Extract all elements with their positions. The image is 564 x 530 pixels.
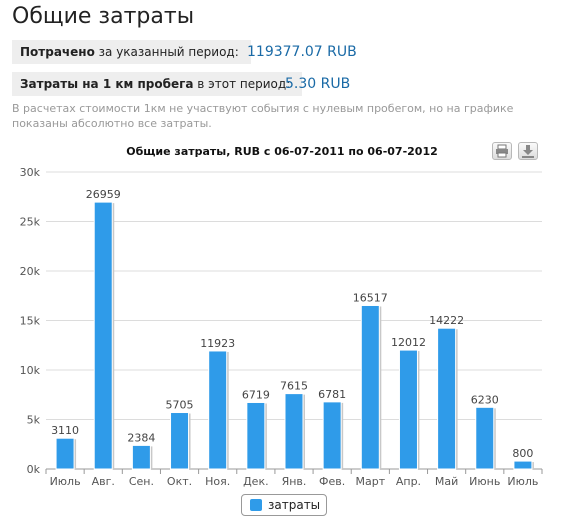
spent-value: 119377.07 RUB bbox=[247, 44, 357, 60]
page-title: Общие затраты bbox=[12, 4, 195, 29]
x-tick-label: Янв. bbox=[282, 475, 307, 488]
bar-chart: 0k 5k 10k 15k 20k 25k 30k 3110 Июль 26959 Авг. 2384… bbox=[20, 166, 543, 488]
data-label: 7615 bbox=[280, 380, 308, 393]
y-tick-label: 15k bbox=[20, 315, 41, 328]
y-tick-label: 30k bbox=[20, 166, 41, 179]
y-tick-label: 20k bbox=[20, 265, 41, 278]
chart-title: Общие затраты, RUB с 06-07-2011 по 06-07… bbox=[126, 145, 438, 158]
x-tick-label: Дек. bbox=[243, 475, 269, 488]
y-tick-label: 5k bbox=[27, 414, 41, 427]
data-label: 14222 bbox=[429, 314, 464, 327]
x-tick-label: Авг. bbox=[92, 475, 115, 488]
download-icon[interactable] bbox=[518, 142, 538, 160]
bar bbox=[55, 437, 75, 470]
per-km-value: 5.30 RUB bbox=[285, 76, 351, 92]
bar bbox=[398, 349, 418, 470]
bar bbox=[208, 350, 228, 470]
x-tick-label: Ноя. bbox=[205, 475, 230, 488]
bar bbox=[246, 401, 266, 470]
y-tick-label: 0k bbox=[27, 463, 41, 476]
data-label: 3110 bbox=[51, 424, 79, 437]
bar bbox=[360, 304, 380, 470]
x-tick-label: Сен. bbox=[129, 475, 154, 488]
y-tick-label: 10k bbox=[20, 364, 41, 377]
data-label: 800 bbox=[512, 447, 533, 460]
data-label: 5705 bbox=[166, 399, 194, 412]
x-tick-label: Май bbox=[435, 475, 458, 488]
x-tick-label: Окт. bbox=[167, 475, 192, 488]
x-tick-label: Март bbox=[355, 475, 385, 488]
per-km-label: Затраты на 1 км пробега в этот период: bbox=[12, 72, 303, 96]
printer-icon[interactable] bbox=[492, 142, 512, 160]
data-label: 6230 bbox=[471, 393, 499, 406]
x-tick-label: Фев. bbox=[319, 475, 345, 488]
data-label: 26959 bbox=[86, 188, 121, 201]
per-km-label-rest: в этот период: bbox=[193, 77, 291, 91]
data-label: 16517 bbox=[353, 291, 388, 304]
spent-label-rest: за указанный период: bbox=[94, 45, 239, 59]
per-km-label-bold: Затраты на 1 км пробега bbox=[20, 77, 194, 91]
legend-item[interactable]: затраты bbox=[241, 494, 327, 516]
chart-container: Общие затраты, RUB с 06-07-2011 по 06-07… bbox=[0, 136, 564, 530]
data-label: 6719 bbox=[242, 388, 270, 401]
x-tick-label: Апр. bbox=[396, 475, 421, 488]
bar bbox=[93, 201, 113, 470]
bar bbox=[284, 393, 304, 470]
x-tick-label: Июль bbox=[507, 475, 538, 488]
bar bbox=[513, 460, 533, 470]
data-label: 2384 bbox=[127, 431, 155, 444]
data-label: 12012 bbox=[391, 336, 426, 349]
data-label: 6781 bbox=[318, 388, 346, 401]
x-tick-label: Июнь bbox=[469, 475, 500, 488]
bar bbox=[437, 327, 457, 470]
bar bbox=[170, 412, 190, 470]
bar bbox=[322, 401, 342, 470]
note-text: В расчетах стоимости 1км не участвуют со… bbox=[12, 102, 514, 130]
data-label: 11923 bbox=[200, 337, 235, 350]
legend-label: затраты bbox=[268, 498, 321, 512]
bar bbox=[131, 444, 151, 470]
spent-label: Потрачено за указанный период: bbox=[12, 40, 251, 64]
bar bbox=[475, 406, 495, 470]
legend-swatch bbox=[250, 499, 262, 511]
x-tick-label: Июль bbox=[50, 475, 81, 488]
spent-label-bold: Потрачено bbox=[20, 45, 95, 59]
y-tick-label: 25k bbox=[20, 216, 41, 229]
